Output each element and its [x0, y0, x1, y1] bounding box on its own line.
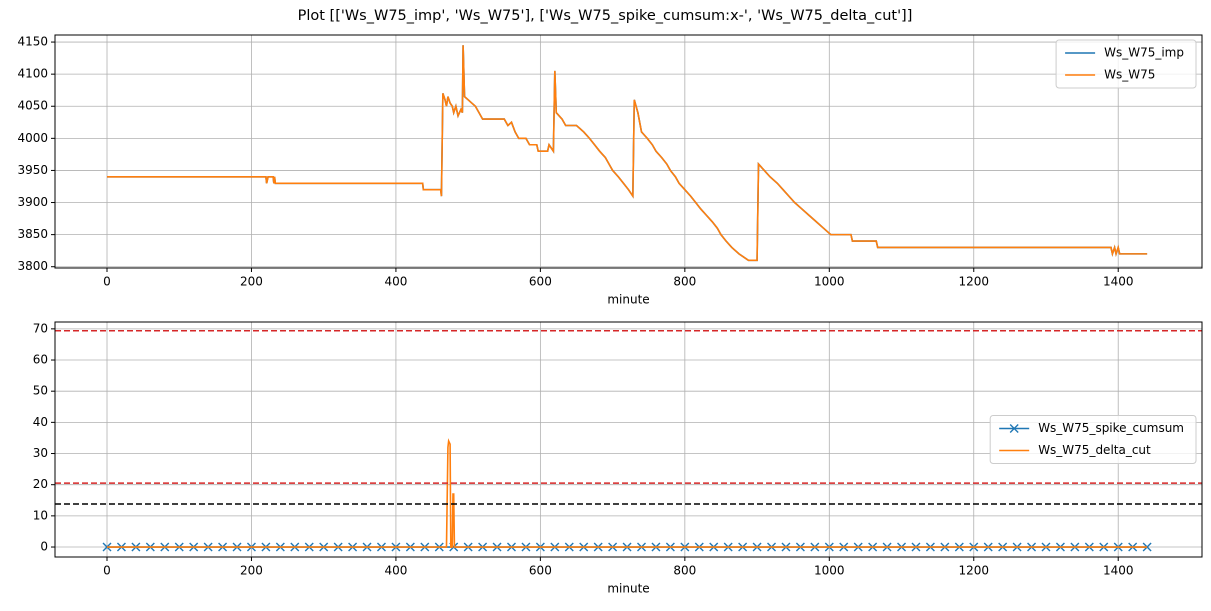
y-tick-label: 3900 [17, 195, 48, 209]
x-tick-label: 600 [529, 275, 552, 289]
legend-label: Ws_W75_delta_cut [1038, 443, 1151, 457]
legend: Ws_W75_spike_cumsum Ws_W75_delta_cut [989, 415, 1197, 464]
x-tick-label: 200 [240, 564, 263, 578]
y-tick-label: 4000 [17, 131, 48, 145]
series-line [107, 45, 1148, 262]
figure-title: Plot [['Ws_W75_imp', 'Ws_W75'], ['Ws_W75… [298, 8, 913, 24]
legend-box [989, 415, 1197, 464]
y-tick-label: 20 [33, 477, 48, 491]
y-tick-label: 4100 [17, 67, 48, 81]
x-tick-label: 400 [384, 564, 407, 578]
x-tick-label: 1200 [958, 275, 989, 289]
y-tick-label: 3950 [17, 163, 48, 177]
series-line [107, 438, 1148, 548]
y-tick-label: 60 [33, 353, 48, 367]
y-tick-label: 50 [33, 384, 48, 398]
x-tick-label: 800 [673, 275, 696, 289]
x-axis-label: minute [607, 582, 649, 596]
y-tick-label: 3850 [17, 227, 48, 241]
x-tick-label: 0 [103, 564, 111, 578]
legend-box [1055, 39, 1197, 89]
legend-marker [1009, 424, 1019, 433]
x-tick-label: 1400 [1103, 564, 1134, 578]
x-tick-label: 1000 [814, 275, 845, 289]
x-tick-label: 600 [529, 564, 552, 578]
x-tick-label: 400 [384, 275, 407, 289]
x-tick-label: 800 [673, 564, 696, 578]
y-tick-label: 3800 [17, 259, 48, 273]
marker [102, 542, 112, 552]
legend: Ws_W75_imp Ws_W75 [1055, 39, 1197, 89]
x-axis-label: minute [607, 293, 649, 307]
axes-frame [54, 34, 1203, 269]
y-tick-label: 4050 [17, 99, 48, 113]
y-tick-label: 10 [33, 508, 48, 522]
marker [1142, 542, 1152, 552]
y-tick-label: 30 [33, 446, 48, 460]
legend-label: Ws_W75 [1104, 68, 1155, 82]
y-tick-label: 4150 [17, 35, 48, 49]
x-tick-label: 1200 [958, 564, 989, 578]
x-tick-label: 1000 [814, 564, 845, 578]
axes-frame [54, 321, 1203, 558]
legend-label: Ws_W75_imp [1104, 46, 1184, 60]
x-tick-label: 0 [103, 275, 111, 289]
legend-label: Ws_W75_spike_cumsum [1038, 421, 1184, 435]
x-tick-label: 200 [240, 275, 263, 289]
y-tick-label: 70 [33, 321, 48, 335]
y-tick-label: 40 [33, 415, 48, 429]
x-tick-label: 1400 [1103, 275, 1134, 289]
y-tick-label: 0 [40, 540, 48, 554]
